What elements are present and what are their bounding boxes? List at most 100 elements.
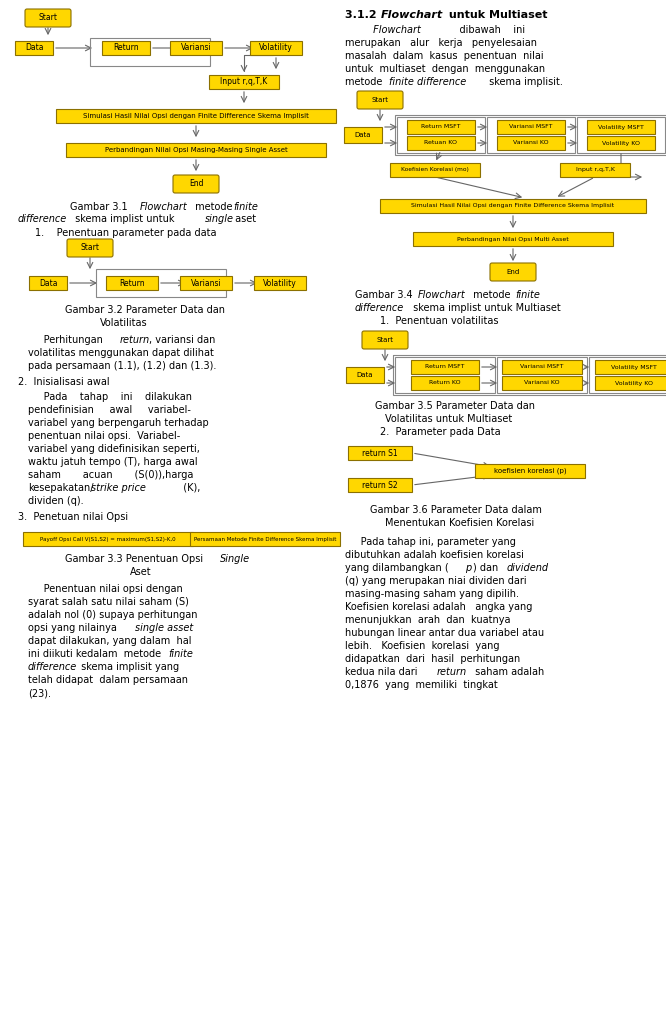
FancyBboxPatch shape bbox=[209, 75, 279, 89]
Text: Gambar 3.4: Gambar 3.4 bbox=[355, 290, 416, 300]
FancyBboxPatch shape bbox=[497, 120, 565, 134]
FancyBboxPatch shape bbox=[411, 376, 479, 390]
Text: Simulasi Hasil Nilai Opsi dengan Finite Difference Skema Implisit: Simulasi Hasil Nilai Opsi dengan Finite … bbox=[83, 113, 309, 119]
Text: Flowchart: Flowchart bbox=[345, 25, 421, 35]
Text: Simulasi Hasil Nilai Opsi dengan Finite Difference Skema Implisit: Simulasi Hasil Nilai Opsi dengan Finite … bbox=[412, 203, 615, 208]
FancyBboxPatch shape bbox=[490, 263, 536, 281]
Text: Return MSFT: Return MSFT bbox=[422, 125, 461, 130]
Text: Gambar 3.6 Parameter Data dalam: Gambar 3.6 Parameter Data dalam bbox=[370, 505, 542, 516]
FancyBboxPatch shape bbox=[56, 109, 336, 123]
Text: opsi yang nilainya: opsi yang nilainya bbox=[28, 623, 120, 633]
Text: Variansi: Variansi bbox=[190, 278, 221, 288]
Text: Return KO: Return KO bbox=[429, 380, 461, 386]
Text: Volatilitas untuk Multiaset: Volatilitas untuk Multiaset bbox=[385, 414, 512, 424]
Text: 3.1.2: 3.1.2 bbox=[345, 10, 380, 20]
Text: return: return bbox=[120, 335, 150, 345]
Text: saham       acuan       (S(0)),harga: saham acuan (S(0)),harga bbox=[28, 470, 193, 480]
Text: volatilitas menggunakan dapat dilihat: volatilitas menggunakan dapat dilihat bbox=[28, 348, 214, 358]
Text: Data: Data bbox=[357, 372, 373, 378]
Bar bbox=[90, 38, 210, 66]
Text: (q) yang merupakan niai dividen dari: (q) yang merupakan niai dividen dari bbox=[345, 576, 527, 586]
FancyBboxPatch shape bbox=[348, 478, 412, 492]
Text: 2.  Parameter pada Data: 2. Parameter pada Data bbox=[380, 427, 501, 437]
FancyBboxPatch shape bbox=[407, 136, 475, 149]
FancyBboxPatch shape bbox=[411, 360, 479, 374]
Bar bbox=[395, 357, 495, 393]
Bar bbox=[487, 117, 575, 153]
Text: dibawah    ini: dibawah ini bbox=[447, 25, 525, 35]
Text: didapatkan  dari  hasil  perhitungan: didapatkan dari hasil perhitungan bbox=[345, 654, 520, 664]
Text: Variansi MSFT: Variansi MSFT bbox=[520, 365, 563, 369]
Text: return S1: return S1 bbox=[362, 448, 398, 458]
Text: Perbandingan Nilai Opsi Masing-Masing Single Asset: Perbandingan Nilai Opsi Masing-Masing Si… bbox=[105, 147, 287, 153]
Text: single asset: single asset bbox=[135, 623, 193, 633]
Text: Pada    tahap    ini    dilakukan: Pada tahap ini dilakukan bbox=[28, 392, 192, 402]
FancyBboxPatch shape bbox=[106, 276, 158, 290]
Text: Start: Start bbox=[376, 337, 394, 343]
FancyBboxPatch shape bbox=[348, 446, 412, 460]
Text: single: single bbox=[205, 214, 234, 224]
FancyBboxPatch shape bbox=[560, 163, 630, 177]
FancyBboxPatch shape bbox=[595, 360, 666, 374]
Text: (23).: (23). bbox=[28, 688, 51, 698]
Text: yang dilambangkan (: yang dilambangkan ( bbox=[345, 563, 449, 573]
FancyBboxPatch shape bbox=[587, 120, 655, 134]
Text: Koefisien korelasi adalah   angka yang: Koefisien korelasi adalah angka yang bbox=[345, 602, 532, 612]
Text: difference: difference bbox=[18, 214, 67, 224]
Text: Data: Data bbox=[39, 278, 57, 288]
Text: Pada tahap ini, parameter yang: Pada tahap ini, parameter yang bbox=[345, 537, 516, 547]
FancyBboxPatch shape bbox=[250, 41, 302, 55]
FancyBboxPatch shape bbox=[29, 276, 67, 290]
Text: skema implist untuk Multiaset: skema implist untuk Multiaset bbox=[410, 303, 561, 313]
FancyBboxPatch shape bbox=[25, 9, 71, 27]
FancyBboxPatch shape bbox=[190, 532, 340, 546]
Bar bbox=[96, 269, 226, 297]
FancyBboxPatch shape bbox=[390, 163, 480, 177]
Text: Start: Start bbox=[81, 243, 99, 253]
Text: pendefinisian     awal     variabel-: pendefinisian awal variabel- bbox=[28, 405, 191, 415]
Text: 0,1876  yang  memiliki  tingkat: 0,1876 yang memiliki tingkat bbox=[345, 680, 498, 690]
Text: masalah  dalam  kasus  penentuan  nilai: masalah dalam kasus penentuan nilai bbox=[345, 51, 543, 61]
Text: syarat salah satu nilai saham (S): syarat salah satu nilai saham (S) bbox=[28, 597, 189, 607]
Text: finite: finite bbox=[515, 290, 540, 300]
Text: p: p bbox=[465, 563, 472, 573]
Text: Volatility KO: Volatility KO bbox=[615, 380, 653, 386]
FancyBboxPatch shape bbox=[346, 367, 384, 383]
FancyBboxPatch shape bbox=[180, 276, 232, 290]
Text: Flowchart: Flowchart bbox=[140, 202, 188, 212]
FancyBboxPatch shape bbox=[380, 199, 646, 213]
Text: 1.    Penentuan parameter pada data: 1. Penentuan parameter pada data bbox=[35, 228, 216, 238]
Text: dividend: dividend bbox=[507, 563, 549, 573]
Text: kedua nila dari: kedua nila dari bbox=[345, 667, 421, 677]
Text: telah didapat  dalam persamaan: telah didapat dalam persamaan bbox=[28, 675, 188, 685]
FancyBboxPatch shape bbox=[357, 91, 403, 109]
Text: hubungan linear antar dua variabel atau: hubungan linear antar dua variabel atau bbox=[345, 628, 544, 638]
Text: skema implist untuk: skema implist untuk bbox=[72, 214, 178, 224]
FancyBboxPatch shape bbox=[102, 41, 150, 55]
Text: Flowchart: Flowchart bbox=[381, 10, 444, 20]
FancyBboxPatch shape bbox=[595, 376, 666, 390]
Text: 2.  Inisialisasi awal: 2. Inisialisasi awal bbox=[18, 377, 110, 387]
FancyBboxPatch shape bbox=[23, 532, 193, 546]
FancyBboxPatch shape bbox=[254, 276, 306, 290]
Text: pada persamaan (1.1), (1.2) dan (1.3).: pada persamaan (1.1), (1.2) dan (1.3). bbox=[28, 361, 216, 371]
Text: Menentukan Koefisien Korelasi: Menentukan Koefisien Korelasi bbox=[385, 518, 534, 528]
FancyBboxPatch shape bbox=[66, 143, 326, 157]
Text: Input r,q,T,K: Input r,q,T,K bbox=[220, 77, 268, 87]
Text: Data: Data bbox=[355, 132, 371, 138]
Text: Perbandingan Nilai Opsi Multi Asset: Perbandingan Nilai Opsi Multi Asset bbox=[457, 236, 569, 241]
Text: Return: Return bbox=[119, 278, 145, 288]
Text: Persamaan Metode Finite Difference Skema Implisit: Persamaan Metode Finite Difference Skema… bbox=[194, 536, 336, 541]
FancyBboxPatch shape bbox=[502, 360, 582, 374]
Text: Data: Data bbox=[25, 43, 43, 53]
Text: dibutuhkan adalah koefisien korelasi: dibutuhkan adalah koefisien korelasi bbox=[345, 550, 524, 560]
Text: menunjukkan  arah  dan  kuatnya: menunjukkan arah dan kuatnya bbox=[345, 616, 511, 625]
FancyBboxPatch shape bbox=[407, 120, 475, 134]
Text: merupakan   alur   kerja   penyelesaian: merupakan alur kerja penyelesaian bbox=[345, 38, 537, 48]
Text: Start: Start bbox=[39, 13, 57, 23]
Bar bbox=[589, 357, 666, 393]
Text: lebih.   Koefisien  korelasi  yang: lebih. Koefisien korelasi yang bbox=[345, 641, 500, 651]
Text: Gambar 3.3 Penentuan Opsi: Gambar 3.3 Penentuan Opsi bbox=[65, 554, 206, 564]
Bar bbox=[497, 357, 587, 393]
Text: Volatility MSFT: Volatility MSFT bbox=[598, 125, 644, 130]
